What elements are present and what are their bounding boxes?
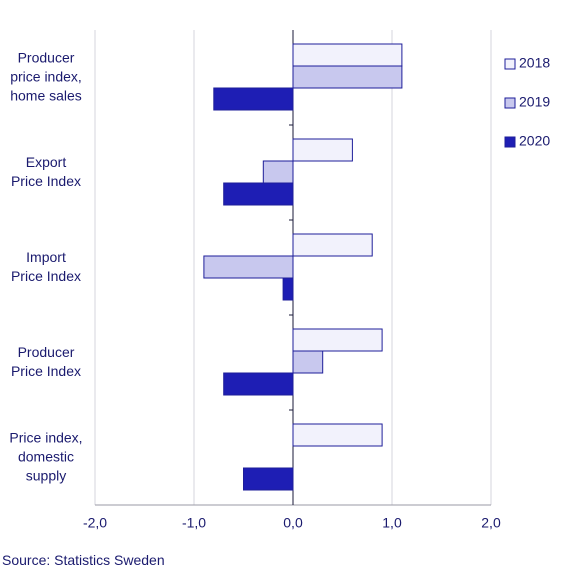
legend-label: 2020: [519, 133, 550, 149]
bar: [292, 233, 373, 257]
bar: [223, 372, 294, 396]
legend-label: 2019: [519, 94, 550, 110]
bar: [213, 87, 294, 111]
bar: [243, 467, 294, 491]
category-label: Producer Price Index: [10, 344, 82, 379]
bar: [292, 350, 324, 374]
x-tick-label: -1,0: [182, 515, 206, 531]
x-tick-label: -2,0: [83, 515, 107, 531]
legend-swatch: [504, 136, 516, 148]
bar: [282, 277, 294, 301]
bar: [292, 43, 403, 67]
bar: [292, 328, 383, 352]
category-label: Export Price Index: [10, 154, 82, 189]
x-tick-label: 1,0: [382, 515, 402, 531]
bar: [262, 160, 294, 184]
category-label: Price index, domestic supply: [9, 429, 83, 484]
bar: [203, 255, 294, 279]
category-label: Import Price Index: [10, 249, 82, 284]
x-tick-label: 0,0: [283, 515, 303, 531]
bar: [292, 65, 403, 89]
legend-label: 2018: [519, 55, 550, 71]
bar: [223, 182, 294, 206]
category-label: Producer price index, home sales: [10, 49, 82, 104]
legend-swatch: [504, 97, 516, 109]
bar: [292, 138, 353, 162]
x-tick-label: 2,0: [481, 515, 501, 531]
source: Source: Statistics Sweden: [2, 552, 165, 568]
legend-swatch: [504, 58, 516, 70]
bar: [292, 423, 383, 447]
